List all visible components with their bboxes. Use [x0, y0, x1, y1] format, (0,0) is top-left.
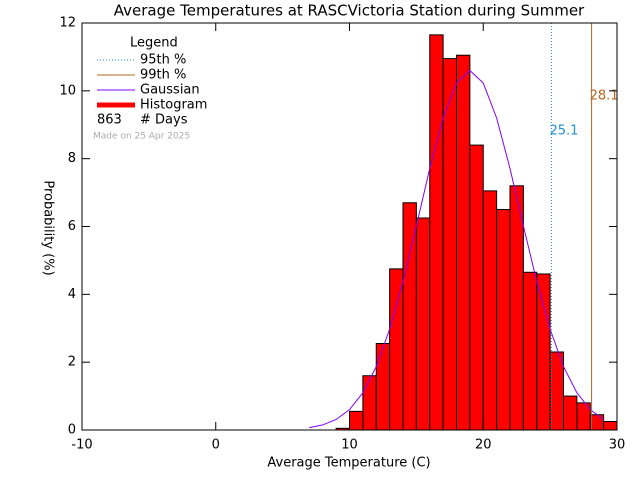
percentile-label: 25.1 [549, 124, 578, 139]
chart-title: Average Temperatures at RASCVictoria Sta… [114, 2, 585, 20]
bar [469, 144, 484, 431]
bar [349, 410, 364, 431]
bar [429, 34, 444, 431]
x-tick-label: 10 [341, 438, 358, 453]
y-tick-label: 10 [59, 83, 76, 98]
bar [496, 209, 511, 431]
bar [362, 375, 377, 431]
bar [375, 343, 391, 431]
y-tick-label: 2 [68, 355, 76, 370]
bar [603, 421, 618, 431]
bar [522, 271, 538, 431]
legend-label: Gaussian [140, 83, 200, 98]
bar [509, 185, 524, 431]
days-label: # Days [140, 113, 188, 128]
bar [415, 217, 431, 431]
bar [456, 54, 471, 431]
y-tick-label: 8 [68, 151, 76, 166]
percentile-label: 28.1 [590, 89, 619, 104]
legend-title: Legend [130, 36, 178, 51]
legend-label: 95th % [140, 53, 186, 68]
x-tick-label: 30 [609, 438, 626, 453]
gaussian-curve [309, 69, 604, 429]
y-axis-label: Probability (%) [41, 180, 56, 275]
bar [563, 395, 578, 431]
y-tick-label: 12 [59, 16, 76, 31]
x-tick-label: 0 [212, 438, 220, 453]
y-tick-label: 4 [68, 287, 76, 302]
x-axis-label: Average Temperature (C) [267, 456, 430, 471]
bar [442, 58, 457, 431]
note: Made on 25 Apr 2025 [93, 132, 190, 142]
x-tick-label: -10 [71, 438, 92, 453]
bar [549, 351, 564, 431]
days-count: 863 [97, 113, 122, 128]
x-tick-label: 20 [475, 438, 492, 453]
bar [402, 202, 417, 431]
legend-label: 99th % [140, 68, 186, 83]
bar [482, 190, 498, 431]
bar [389, 268, 404, 431]
legend-label: Histogram [140, 98, 207, 113]
bar [536, 273, 551, 431]
y-tick-label: 6 [68, 219, 76, 234]
bar [589, 414, 605, 431]
y-tick-label: 0 [68, 423, 76, 438]
